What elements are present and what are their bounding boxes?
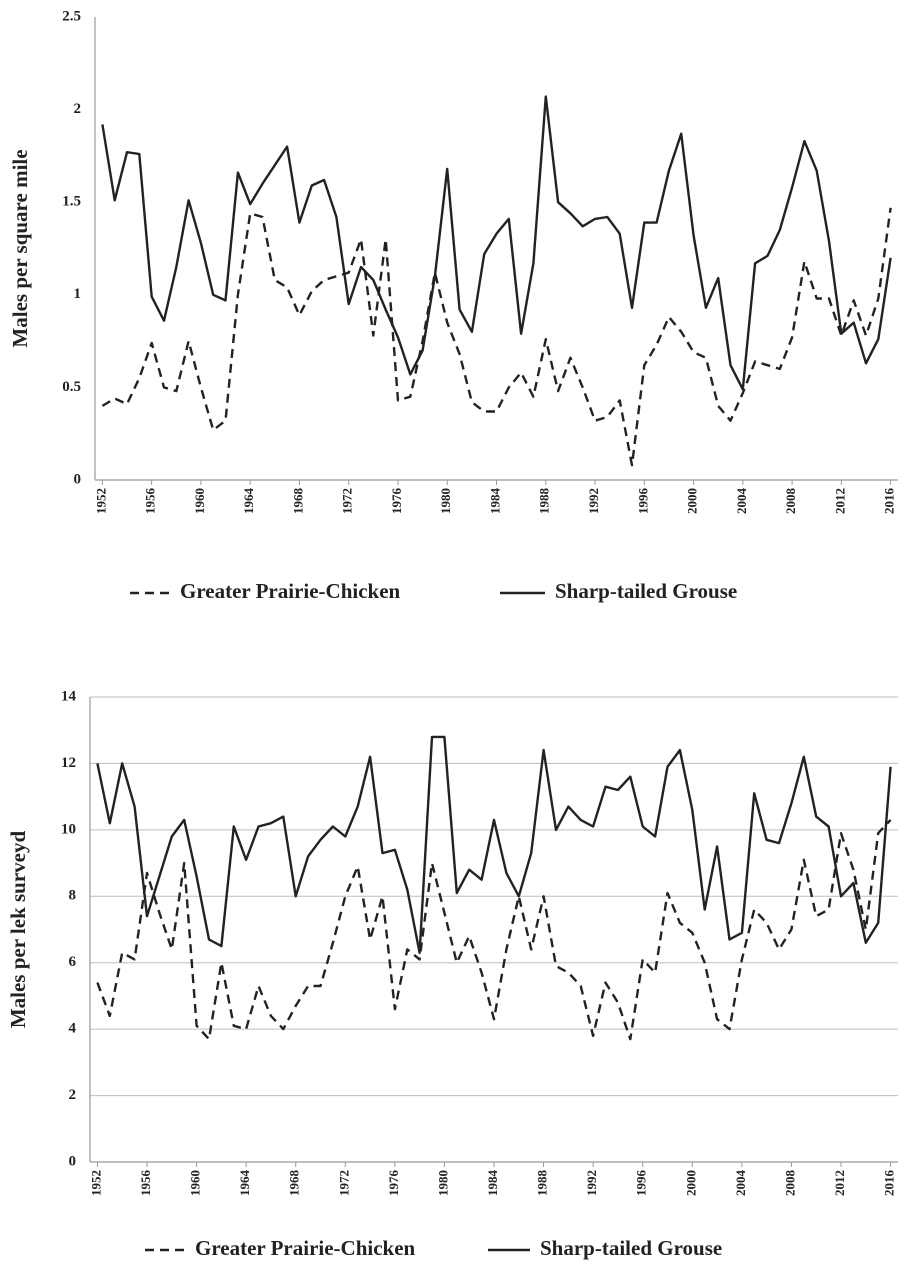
- x-tick-label: 2004: [734, 488, 749, 515]
- x-tick-label: 2012: [832, 488, 847, 514]
- y-tick-label: 2.5: [62, 8, 81, 24]
- x-tick-label: 1972: [340, 488, 355, 514]
- x-tick-label: 1984: [485, 1170, 500, 1197]
- y-tick-label: 12: [61, 755, 76, 771]
- y-tick-label: 2: [69, 1087, 77, 1103]
- y-tick-label: 10: [61, 821, 76, 837]
- x-tick-label: 1964: [241, 488, 256, 515]
- y-tick-label: 1: [74, 286, 82, 302]
- x-tick-label: 1988: [537, 488, 552, 515]
- x-tick-label: 1984: [487, 488, 502, 515]
- y-axis-title: Males per lek surveyd: [6, 831, 30, 1029]
- x-tick-label: 2000: [683, 1170, 698, 1196]
- legend-label: Greater Prairie-Chicken: [195, 1236, 416, 1260]
- x-tick-label: 1980: [435, 1170, 450, 1196]
- x-tick-label: 1992: [584, 1170, 599, 1196]
- series-line: [101, 207, 892, 467]
- legend-label: Greater Prairie-Chicken: [180, 579, 401, 603]
- y-tick-label: 0: [74, 471, 82, 487]
- x-tick-label: 1960: [188, 1170, 203, 1196]
- x-tick-label: 1968: [290, 488, 305, 515]
- series-line: [101, 95, 892, 391]
- legend-label: Sharp-tailed Grouse: [555, 579, 737, 603]
- series-line: [96, 819, 892, 1041]
- x-tick-label: 1988: [535, 1170, 550, 1197]
- y-tick-label: 6: [69, 954, 77, 970]
- x-tick-label: 1980: [438, 488, 453, 514]
- x-tick-label: 2004: [733, 1170, 748, 1197]
- x-tick-label: 1964: [237, 1170, 252, 1197]
- x-tick-label: 1996: [635, 488, 650, 515]
- x-tick-label: 2008: [783, 488, 798, 515]
- x-tick-label: 1992: [586, 488, 601, 514]
- y-tick-label: 1.5: [62, 194, 81, 210]
- y-tick-label: 2: [74, 101, 82, 117]
- y-tick-label: 4: [69, 1021, 77, 1037]
- x-tick-label: 2012: [832, 1170, 847, 1196]
- x-tick-label: 1952: [88, 1170, 103, 1196]
- x-tick-label: 2008: [782, 1170, 797, 1197]
- series-line: [96, 735, 892, 954]
- x-tick-label: 2016: [882, 488, 897, 515]
- x-tick-label: 1976: [386, 1170, 401, 1197]
- y-tick-label: 14: [61, 688, 77, 704]
- x-tick-label: 1960: [192, 488, 207, 514]
- y-axis-title: Males per square mile: [8, 149, 32, 347]
- y-tick-label: 8: [69, 888, 77, 904]
- x-tick-label: 1996: [634, 1170, 649, 1197]
- y-tick-label: 0.5: [62, 379, 81, 395]
- x-tick-label: 1956: [138, 1170, 153, 1197]
- x-tick-label: 1952: [93, 488, 108, 514]
- x-tick-label: 1976: [389, 488, 404, 515]
- x-tick-label: 1972: [336, 1170, 351, 1196]
- x-tick-label: 1956: [143, 488, 158, 515]
- x-tick-label: 2016: [882, 1170, 897, 1197]
- x-tick-label: 2000: [685, 488, 700, 514]
- x-tick-label: 1968: [287, 1170, 302, 1197]
- legend-label: Sharp-tailed Grouse: [540, 1236, 722, 1260]
- y-tick-label: 0: [69, 1153, 77, 1169]
